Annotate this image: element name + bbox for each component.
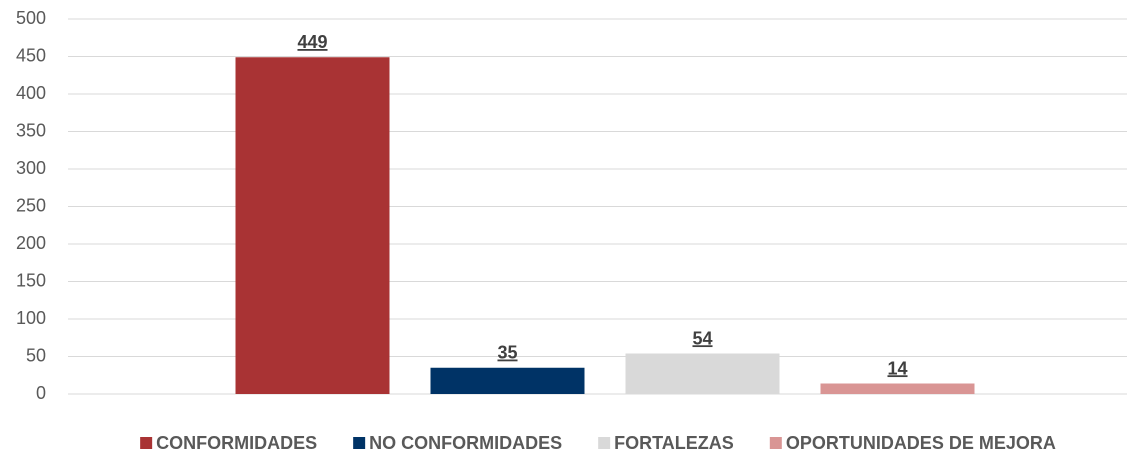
legend-swatch — [140, 437, 153, 449]
y-tick-label: 500 — [16, 8, 46, 28]
y-tick-label: 150 — [16, 270, 46, 290]
y-tick-label: 400 — [16, 83, 46, 103]
y-tick-label: 450 — [16, 45, 46, 65]
data-label: 449 — [297, 32, 327, 52]
bar — [235, 57, 390, 394]
y-tick-label: 50 — [26, 345, 46, 365]
bar — [820, 383, 975, 394]
legend-label: NO CONFORMIDADES — [369, 433, 562, 453]
legend-swatch — [353, 437, 366, 449]
legend-label: CONFORMIDADES — [156, 433, 317, 453]
y-tick-label: 200 — [16, 233, 46, 253]
y-tick-label: 350 — [16, 120, 46, 140]
legend-swatch — [769, 437, 782, 449]
bar — [430, 367, 585, 394]
legend-swatch — [598, 437, 611, 449]
data-label: 35 — [497, 343, 517, 363]
data-label: 54 — [692, 328, 712, 348]
y-tick-label: 0 — [36, 383, 46, 403]
legend-label: FORTALEZAS — [614, 433, 734, 453]
y-tick-label: 250 — [16, 195, 46, 215]
y-tick-label: 300 — [16, 158, 46, 178]
legend-label: OPORTUNIDADES DE MEJORA — [786, 433, 1056, 453]
bar — [625, 353, 780, 394]
data-label: 14 — [887, 358, 907, 378]
y-tick-label: 100 — [16, 308, 46, 328]
